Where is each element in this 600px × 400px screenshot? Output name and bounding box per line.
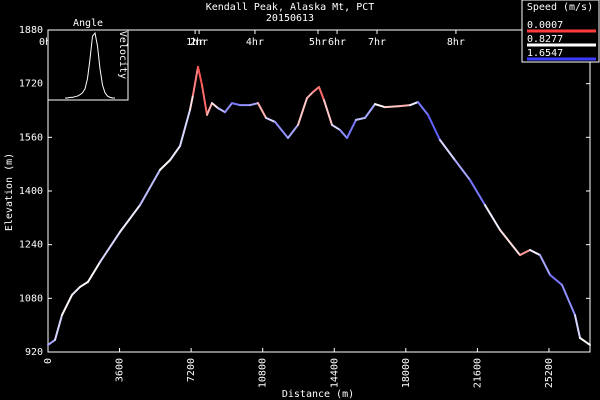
y-axis-label: Elevation (m)	[4, 153, 15, 231]
elevation-segment	[528, 249, 541, 257]
elevation-segment	[256, 102, 268, 119]
inset-y-label: Velocity	[117, 31, 128, 79]
elevation-segment	[60, 293, 73, 317]
elevation-segment	[169, 145, 182, 162]
y-tick-label: 1560	[19, 132, 43, 143]
elevation-segment	[549, 273, 563, 286]
elevation-segment	[159, 159, 172, 171]
x-tick-label: 21600	[472, 358, 483, 388]
elevation-segment	[417, 101, 430, 116]
elevation-segment	[322, 99, 334, 126]
elevation-segment	[248, 102, 259, 107]
elevation-segment	[139, 168, 162, 207]
y-tick-label: 1880	[19, 25, 43, 36]
y-tick-label: 920	[25, 347, 43, 358]
x-tick-label: 10800	[258, 358, 269, 388]
elevation-segment	[311, 86, 320, 94]
elevation-segment	[453, 159, 471, 181]
inset-line	[65, 31, 115, 99]
elevation-segment	[231, 102, 241, 107]
elevation-segment	[79, 280, 89, 288]
elevation-segment	[305, 91, 314, 100]
elevation-segment	[384, 105, 401, 109]
y-tick-label: 1240	[19, 240, 43, 251]
elevation-segment	[374, 103, 387, 109]
elevation-segment	[408, 101, 420, 107]
elevation-segment	[468, 178, 486, 207]
y-tick-label: 1400	[19, 186, 43, 197]
elevation-segment	[192, 65, 199, 97]
elevation-segment	[331, 123, 341, 131]
legend-title: Speed (m/s)	[527, 2, 593, 13]
elevation-segment	[364, 103, 377, 119]
time-tick-label: 5hr	[309, 37, 327, 48]
time-tick-label: 7hr	[368, 37, 386, 48]
elevation-segment	[189, 94, 195, 111]
elevation-segment	[200, 84, 208, 116]
legend-label: 0.8277	[527, 34, 563, 45]
elevation-segment	[518, 249, 531, 257]
inset-title: Angle	[73, 18, 103, 29]
elevation-segment	[338, 128, 348, 140]
time-tick-label: 1hr	[186, 37, 204, 48]
time-tick-label: 4hr	[246, 37, 264, 48]
elevation-segment	[196, 65, 203, 87]
elevation-segment	[274, 120, 289, 140]
elevation-segment	[205, 102, 213, 116]
elevation-segment	[179, 108, 192, 148]
elevation-segment	[427, 113, 441, 142]
elevation-segment	[579, 336, 591, 346]
elevation-segment	[318, 86, 325, 102]
elevation-segment	[86, 261, 102, 283]
elevation-segment	[573, 314, 582, 339]
chart-title: Kendall Peak, Alaska Mt, PCT	[206, 2, 375, 13]
x-tick-label: 14400	[329, 358, 340, 388]
elevation-segment	[265, 116, 277, 123]
elevation-segment	[538, 254, 552, 276]
legend-label: 1.6547	[527, 48, 563, 59]
x-tick-label: 25200	[544, 358, 555, 388]
elevation-segment	[483, 204, 501, 231]
x-tick-label: 18000	[401, 358, 412, 388]
elevation-segment	[354, 116, 367, 121]
inset-frame	[47, 29, 129, 101]
x-axis-label: Distance (m)	[282, 389, 354, 400]
elevation-segment	[498, 228, 521, 257]
elevation-segment	[286, 123, 299, 140]
plot-frame	[47, 29, 591, 353]
time-tick-label: 8hr	[447, 37, 465, 48]
elevation-segment	[99, 230, 122, 264]
legend-label: 0.0007	[527, 20, 563, 31]
elevation-segment	[119, 204, 142, 233]
elevation-segment	[216, 107, 226, 114]
elevation-segment	[296, 97, 308, 126]
x-tick-label: 0	[43, 358, 54, 364]
chart-subtitle: 20150613	[266, 13, 314, 24]
elevation-segment	[70, 285, 82, 296]
elevation-segment	[345, 118, 357, 140]
elevation-segment	[210, 102, 219, 110]
elevation-segment	[398, 104, 411, 108]
elevation-segment	[223, 102, 234, 114]
x-tick-label: 3600	[115, 358, 126, 382]
elevation-segment	[560, 283, 576, 317]
elevation-segment	[47, 338, 56, 346]
time-tick-label: 2hr	[190, 37, 208, 48]
y-tick-label: 1720	[19, 79, 43, 90]
x-tick-label: 7200	[186, 358, 197, 382]
elevation-segment	[53, 314, 63, 341]
time-tick-label: 6hr	[328, 37, 346, 48]
elevation-segment	[438, 139, 456, 162]
y-tick-label: 1080	[19, 293, 43, 304]
